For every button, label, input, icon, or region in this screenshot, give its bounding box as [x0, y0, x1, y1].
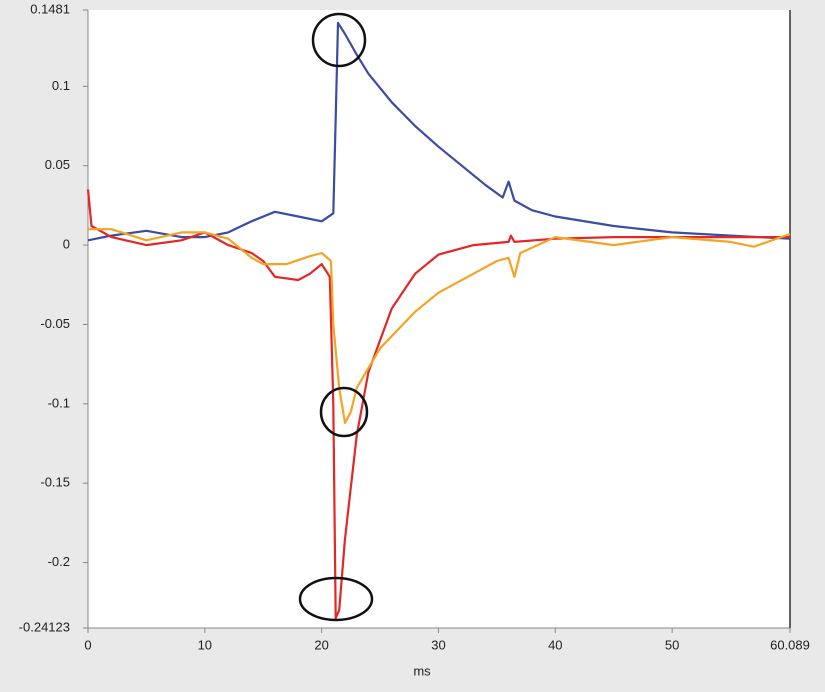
y-tick-label: -0.15 — [40, 475, 70, 490]
traces — [86, 21, 791, 620]
x-axis-label: ms — [413, 663, 431, 678]
plot-area — [88, 10, 790, 628]
x-tick-label: 0 — [84, 637, 91, 652]
highlight-circle — [311, 12, 367, 68]
trace — [87, 21, 791, 242]
x-tick-label: 40 — [548, 637, 562, 652]
y-tick-label: -0.24123 — [19, 619, 70, 634]
y-tick-label: -0.2 — [48, 554, 70, 569]
y-tick-label: 0 — [63, 237, 70, 252]
highlight-circle — [298, 576, 374, 622]
trace — [88, 228, 791, 424]
y-tick-label: 0.1 — [52, 78, 70, 93]
x-tick-label: 50 — [665, 637, 679, 652]
y-tick-label: 0.1481 — [30, 1, 70, 16]
y-tick-label: -0.05 — [40, 316, 70, 331]
highlight-circle — [319, 386, 369, 438]
x-tick-label: 30 — [431, 637, 445, 652]
y-tick-label: -0.1 — [48, 395, 70, 410]
y-tick-label: 0.05 — [45, 157, 70, 172]
x-tick-label: 10 — [198, 637, 212, 652]
x-tick-label: 20 — [314, 637, 328, 652]
x-tick-label: 60.089 — [770, 637, 810, 652]
